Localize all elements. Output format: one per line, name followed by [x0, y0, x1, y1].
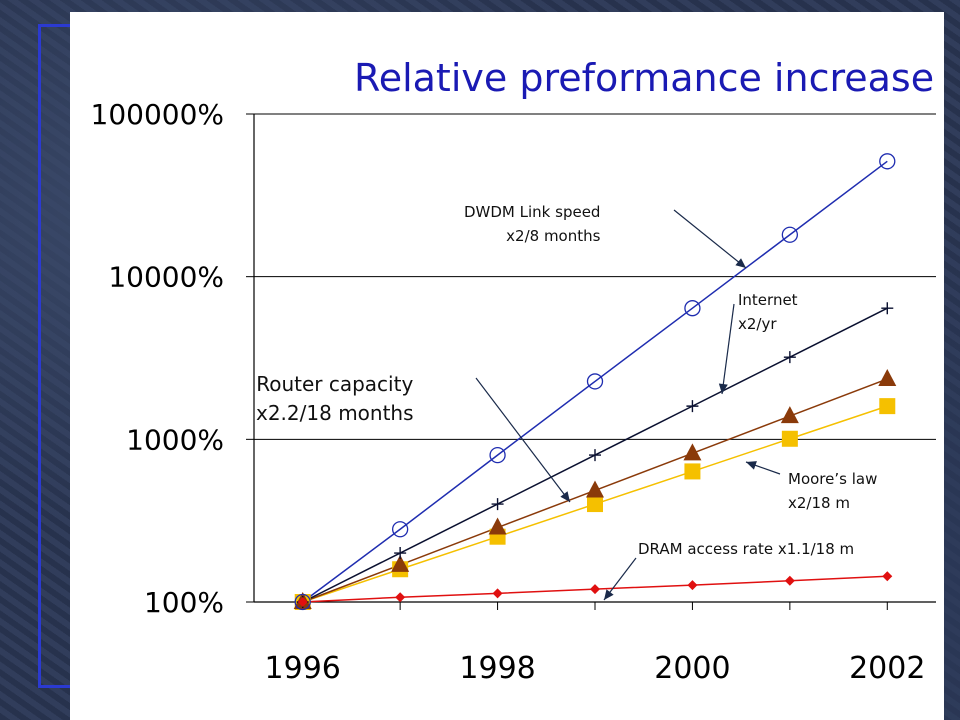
data-point [491, 498, 504, 511]
data-point [391, 521, 409, 538]
y-tick-label: 10000% [108, 261, 224, 294]
series-line-0 [302, 160, 888, 603]
data-point [784, 575, 795, 586]
arrow-internet [721, 303, 735, 395]
annotation-internet: Internet x2/yr [738, 291, 798, 333]
arrow-router [475, 377, 571, 503]
x-tick-label: 1996 [265, 651, 341, 686]
data-point [684, 463, 701, 480]
x-tick-label: 2000 [654, 651, 730, 686]
data-point [489, 446, 506, 464]
y-tick-label: 100% [144, 586, 224, 619]
data-point [391, 554, 410, 572]
data-point [394, 547, 407, 560]
data-point [297, 597, 308, 607]
data-point [780, 406, 799, 424]
x-tick-label: 1998 [459, 651, 535, 686]
data-point [882, 571, 893, 582]
data-point [488, 517, 507, 535]
data-point [686, 400, 699, 413]
data-point [587, 496, 603, 513]
arrow-internet-head [718, 383, 728, 394]
data-point [586, 480, 604, 498]
data-point [586, 373, 604, 390]
data-point [878, 368, 897, 386]
data-point [879, 398, 896, 415]
data-point [492, 588, 503, 599]
arrow-router-head [560, 491, 570, 502]
data-point [683, 443, 702, 461]
chart-title: Relative preformance increase [354, 56, 935, 100]
annotation-moore: Moore’s law x2/18 m [788, 470, 878, 512]
annotation-router: Router capacity x2.2/18 months [256, 372, 414, 425]
x-tick-label: 2002 [849, 651, 925, 686]
y-tick-label: 100000% [91, 98, 225, 131]
arrow-dwdm-head [735, 258, 746, 268]
data-point [783, 351, 796, 364]
chart-panel: Relative preformance increase 100% 1000% 1… [70, 12, 944, 720]
annotation-dram: DRAM access rate x1.1/18 m [638, 540, 855, 558]
data-point [590, 584, 600, 595]
data-point [881, 302, 894, 315]
data-point [879, 153, 896, 170]
arrow-dwdm [673, 209, 747, 269]
arrow-dram-head [604, 589, 614, 600]
arrow-moore-head [746, 461, 757, 470]
data-point [684, 300, 701, 317]
y-tick-label: 1000% [126, 423, 224, 456]
data-point [781, 430, 798, 447]
data-point [395, 592, 406, 603]
data-point [781, 226, 799, 243]
annotation-dwdm: DWDM Link speed x2/8 months [464, 203, 601, 245]
data-point [294, 593, 311, 611]
data-point [687, 580, 698, 591]
data-point [589, 449, 601, 462]
performance-chart: 100% 1000% 10000% 100000% 1996 1998 2000 2002 [91, 98, 936, 686]
